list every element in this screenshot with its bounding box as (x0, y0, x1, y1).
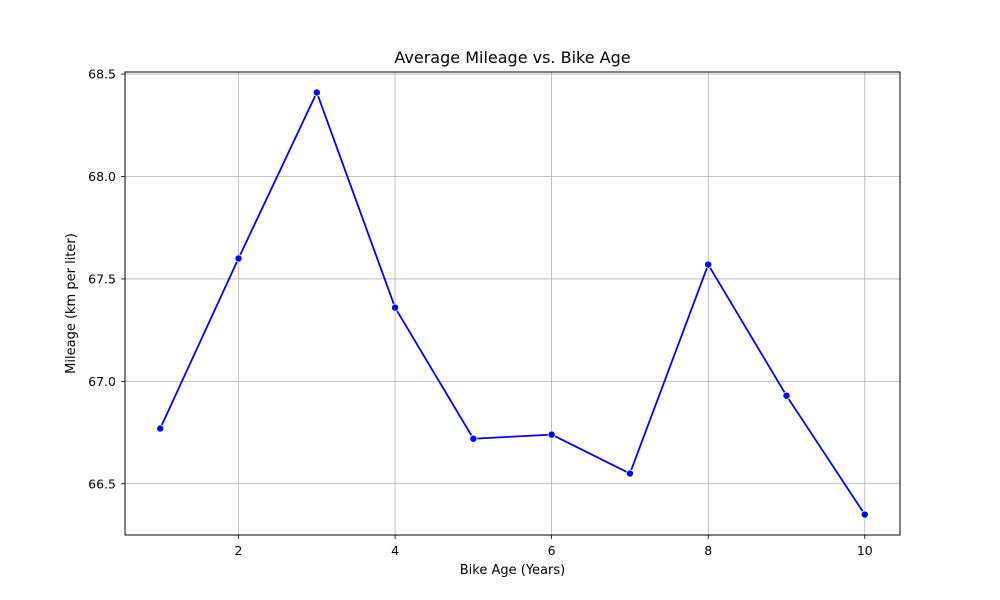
series-layer (156, 88, 869, 519)
chart-title: Average Mileage vs. Bike Age (394, 48, 630, 67)
y-axis-label: Mileage (km per liter) (64, 233, 79, 374)
plot-frame (124, 71, 901, 536)
data-point (156, 424, 165, 433)
x-tick-label: 4 (391, 543, 399, 558)
x-axis-label: Bike Age (Years) (460, 563, 565, 578)
data-point (469, 434, 478, 443)
data-point (704, 260, 713, 269)
data-point (860, 510, 869, 519)
x-tick-label: 8 (704, 543, 712, 558)
x-tick-label: 10 (857, 543, 873, 558)
series-line (159, 91, 866, 516)
grid-lines (125, 72, 900, 535)
data-point (391, 303, 400, 312)
data-point (234, 254, 243, 263)
x-tick-label: 2 (235, 543, 243, 558)
x-tick-label: 6 (548, 543, 556, 558)
y-tick-label: 66.5 (88, 476, 116, 491)
data-point (782, 391, 791, 400)
y-tick-label: 67.5 (88, 271, 116, 286)
y-tick-label: 68.0 (88, 169, 116, 184)
y-tick-label: 68.5 (88, 67, 116, 82)
axis-ticks: 2 4 6 8 10 66.5 67.0 67.5 68.0 68.5 (88, 67, 873, 558)
y-tick-label: 67.0 (88, 374, 116, 389)
data-point (625, 469, 634, 478)
data-point (547, 430, 556, 439)
data-point (312, 88, 321, 97)
